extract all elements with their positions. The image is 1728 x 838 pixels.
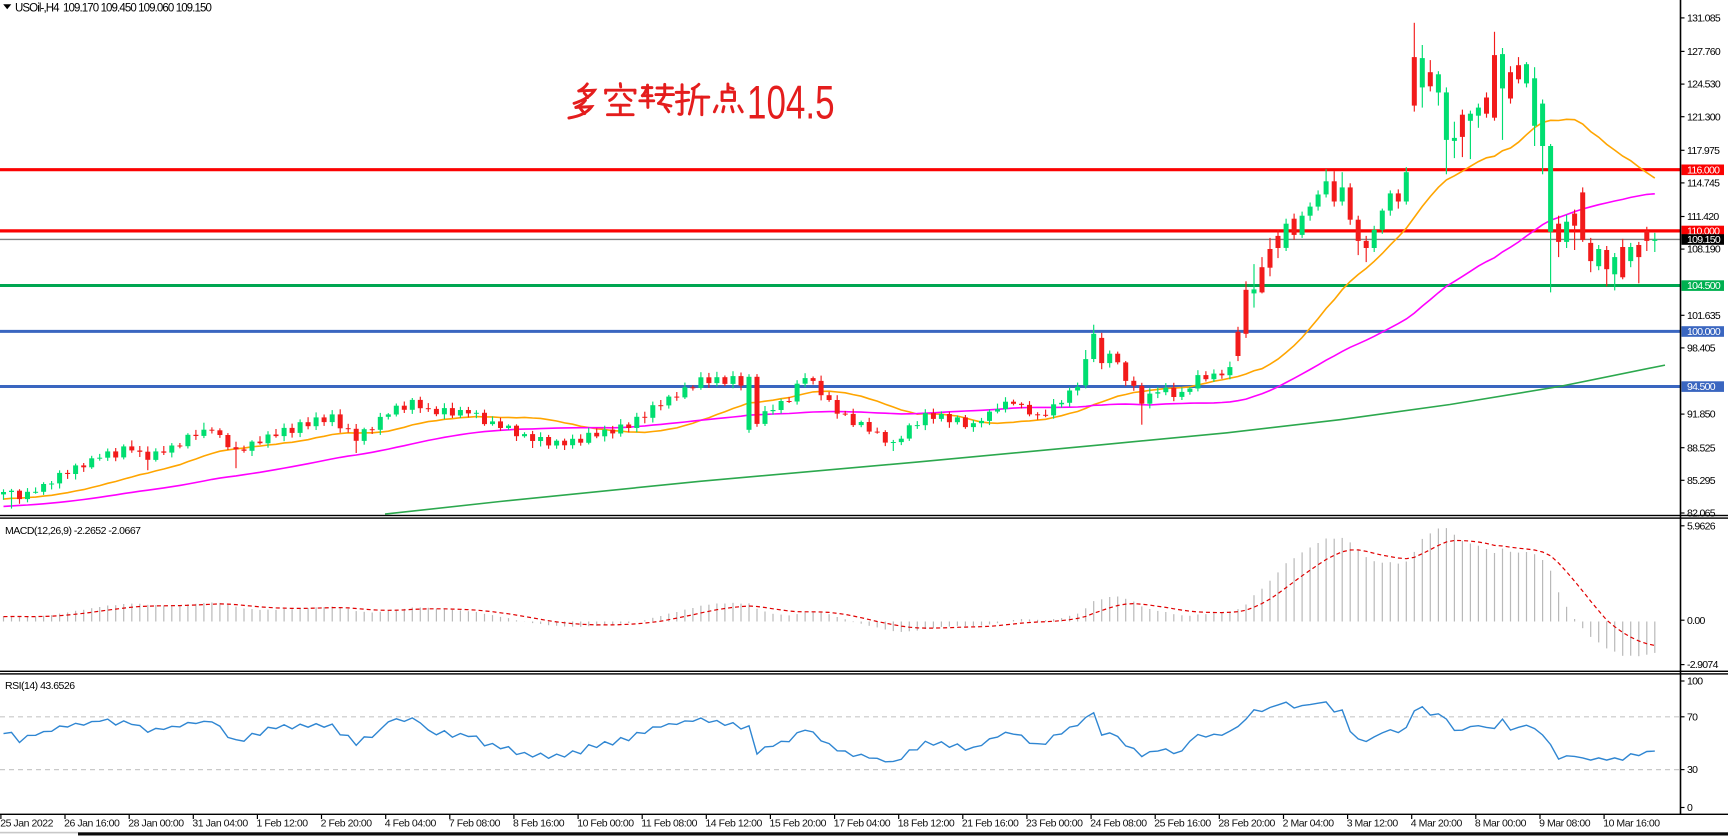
svg-text:RSI(14) 43.6526: RSI(14) 43.6526 bbox=[5, 680, 75, 692]
svg-text:25 Feb 16:00: 25 Feb 16:00 bbox=[1154, 818, 1211, 830]
svg-text:88.525: 88.525 bbox=[1687, 442, 1716, 454]
svg-text:4 Mar 20:00: 4 Mar 20:00 bbox=[1411, 818, 1463, 830]
svg-text:28 Feb 20:00: 28 Feb 20:00 bbox=[1218, 818, 1275, 830]
svg-text:108.190: 108.190 bbox=[1687, 244, 1721, 256]
svg-text:101.635: 101.635 bbox=[1687, 310, 1721, 322]
svg-text:121.300: 121.300 bbox=[1687, 111, 1721, 123]
svg-text:2 Mar 04:00: 2 Mar 04:00 bbox=[1283, 818, 1335, 830]
svg-text:-2.9074: -2.9074 bbox=[1687, 659, 1719, 671]
svg-text:8 Feb 16:00: 8 Feb 16:00 bbox=[513, 818, 565, 830]
svg-text:114.745: 114.745 bbox=[1687, 178, 1720, 190]
svg-text:85.295: 85.295 bbox=[1687, 475, 1716, 487]
svg-text:111.420: 111.420 bbox=[1687, 211, 1719, 223]
svg-text:0: 0 bbox=[1687, 802, 1693, 814]
svg-text:23 Feb 00:00: 23 Feb 00:00 bbox=[1026, 818, 1083, 830]
svg-text:11 Feb 08:00: 11 Feb 08:00 bbox=[641, 818, 697, 830]
svg-text:25 Jan 2022: 25 Jan 2022 bbox=[0, 818, 53, 830]
svg-text:98.405: 98.405 bbox=[1687, 343, 1716, 355]
svg-text:5.9626: 5.9626 bbox=[1687, 520, 1716, 532]
svg-text:7 Feb 08:00: 7 Feb 08:00 bbox=[449, 818, 501, 830]
svg-text:100: 100 bbox=[1687, 676, 1703, 688]
svg-text:14 Feb 12:00: 14 Feb 12:00 bbox=[705, 818, 762, 830]
svg-text:124.530: 124.530 bbox=[1687, 79, 1721, 91]
svg-text:28 Jan 00:00: 28 Jan 00:00 bbox=[128, 818, 184, 830]
svg-text:26 Jan 16:00: 26 Jan 16:00 bbox=[64, 818, 120, 830]
svg-text:15 Feb 20:00: 15 Feb 20:00 bbox=[770, 818, 827, 830]
svg-text:8 Mar 00:00: 8 Mar 00:00 bbox=[1475, 818, 1527, 830]
svg-text:127.760: 127.760 bbox=[1687, 46, 1721, 58]
svg-text:18 Feb 12:00: 18 Feb 12:00 bbox=[898, 818, 955, 830]
svg-text:104.5: 104.5 bbox=[747, 75, 835, 129]
svg-text:USOil-,H4: USOil-,H4 bbox=[15, 3, 60, 15]
svg-text:70: 70 bbox=[1687, 711, 1698, 723]
svg-text:0.00: 0.00 bbox=[1687, 615, 1705, 627]
svg-text:1 Feb 12:00: 1 Feb 12:00 bbox=[257, 818, 309, 830]
svg-text:117.975: 117.975 bbox=[1687, 145, 1720, 157]
svg-text:24 Feb 08:00: 24 Feb 08:00 bbox=[1090, 818, 1147, 830]
svg-text:109.150: 109.150 bbox=[1687, 234, 1721, 246]
svg-text:10 Mar 16:00: 10 Mar 16:00 bbox=[1603, 818, 1660, 830]
svg-text:109.170 109.450 109.060 109.15: 109.170 109.450 109.060 109.150 bbox=[63, 3, 211, 15]
svg-text:MACD(12,26,9) -2.2652 -2.0667: MACD(12,26,9) -2.2652 -2.0667 bbox=[5, 525, 141, 537]
svg-text:10 Feb 00:00: 10 Feb 00:00 bbox=[577, 818, 634, 830]
svg-text:17 Feb 04:00: 17 Feb 04:00 bbox=[834, 818, 891, 830]
svg-text:3 Mar 12:00: 3 Mar 12:00 bbox=[1347, 818, 1399, 830]
svg-text:91.850: 91.850 bbox=[1687, 409, 1716, 421]
svg-text:2 Feb 20:00: 2 Feb 20:00 bbox=[321, 818, 373, 830]
svg-text:4 Feb 04:00: 4 Feb 04:00 bbox=[385, 818, 437, 830]
svg-text:9 Mar 08:00: 9 Mar 08:00 bbox=[1539, 818, 1591, 830]
svg-text:104.500: 104.500 bbox=[1687, 280, 1721, 292]
svg-text:131.085: 131.085 bbox=[1687, 13, 1721, 25]
svg-text:30: 30 bbox=[1687, 764, 1698, 776]
svg-text:100.000: 100.000 bbox=[1687, 326, 1721, 338]
svg-text:94.500: 94.500 bbox=[1687, 381, 1716, 393]
svg-text:116.000: 116.000 bbox=[1687, 164, 1720, 176]
svg-text:21 Feb 16:00: 21 Feb 16:00 bbox=[962, 818, 1019, 830]
svg-text:31 Jan 04:00: 31 Jan 04:00 bbox=[192, 818, 248, 830]
svg-text:82.065: 82.065 bbox=[1687, 508, 1716, 520]
